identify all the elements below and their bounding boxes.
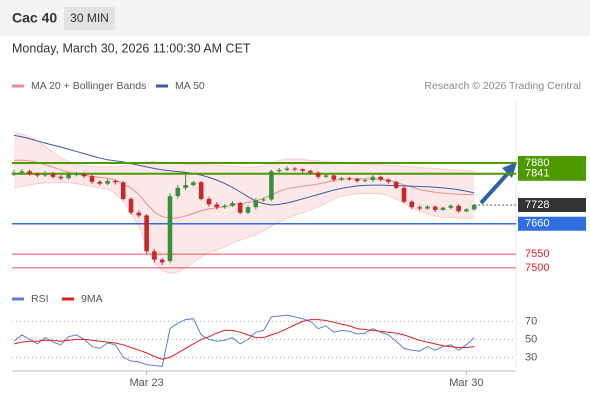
- candle-body: [448, 205, 454, 208]
- candle-body: [471, 204, 477, 210]
- candle-body: [261, 199, 266, 201]
- candle-body: [50, 173, 56, 177]
- candle-body: [370, 176, 376, 181]
- candle-body: [74, 174, 79, 176]
- candle-body: [354, 179, 360, 181]
- candle-body: [214, 204, 220, 208]
- candle-body: [152, 251, 157, 260]
- subtitle: Monday, March 30, 2026 11:00:30 AM CET: [12, 41, 251, 55]
- candle-body: [300, 169, 305, 171]
- candle-body: [292, 168, 298, 170]
- forecast-arrow: [479, 168, 513, 205]
- candle-body: [128, 198, 134, 213]
- candle-body: [120, 182, 126, 199]
- candle-body: [440, 207, 446, 210]
- candle-body: [105, 180, 110, 184]
- interval-box[interactable]: [64, 7, 115, 30]
- bollinger-upper: [13, 132, 475, 172]
- candle-body: [456, 205, 461, 212]
- candle-body: [464, 209, 469, 212]
- candle-body: [378, 176, 383, 180]
- resistance-label: 7880: [525, 157, 549, 169]
- candle-body: [393, 181, 399, 188]
- candle-body: [237, 203, 243, 213]
- candle-body: [81, 174, 87, 177]
- candle-body: [198, 182, 204, 199]
- candle-body: [386, 179, 391, 182]
- resistance-box: [518, 156, 586, 181]
- interval[interactable]: 30 MIN: [70, 11, 109, 25]
- candle-body: [175, 187, 181, 197]
- candle-body: [401, 187, 407, 202]
- candle-body: [206, 198, 212, 205]
- candle-body: [315, 172, 321, 177]
- candle-body: [362, 180, 368, 182]
- legend-label: MA 20 + Bollinger Bands: [31, 80, 146, 92]
- support-label: 7660: [525, 218, 549, 230]
- candle-body: [269, 171, 274, 200]
- candle-body: [276, 169, 282, 172]
- candle-body: [253, 200, 259, 208]
- candle-body: [284, 168, 290, 170]
- legend-label: 9MA: [81, 293, 103, 305]
- candle-body: [159, 259, 165, 263]
- last-box: [518, 197, 586, 212]
- x-tick-label: Mar 23: [129, 377, 163, 389]
- stop-label: 7550: [525, 248, 549, 260]
- candle-body: [245, 207, 251, 213]
- candle-body: [113, 180, 118, 183]
- candle-body: [167, 196, 173, 261]
- rsi-line: [13, 314, 475, 367]
- candle-body: [11, 172, 17, 175]
- candle-body: [89, 176, 95, 182]
- resistance-label: 7841: [525, 168, 549, 180]
- candle-body: [432, 206, 438, 210]
- stop-label: 7500: [525, 262, 549, 274]
- candle-body: [42, 173, 48, 176]
- candle-body: [339, 178, 344, 180]
- x-tick-label: Mar 30: [449, 377, 483, 389]
- rsi-tick-label: 70: [525, 315, 537, 327]
- candle-body: [183, 185, 188, 188]
- support-box: [518, 216, 586, 231]
- legend-label: RSI: [31, 293, 49, 305]
- chart-title: Cac 40: [12, 10, 57, 26]
- candle-body: [19, 171, 25, 173]
- candle-body: [230, 203, 235, 206]
- candle-body: [323, 175, 329, 177]
- rsi-tick-label: 30: [525, 351, 537, 363]
- candle-body: [222, 205, 227, 208]
- candle-body: [417, 207, 422, 209]
- candle-body: [35, 174, 40, 176]
- candle-body: [331, 175, 337, 180]
- candle-body: [97, 181, 103, 184]
- bollinger-lower: [13, 181, 475, 274]
- rsi-tick-label: 50: [525, 333, 537, 345]
- candle-body: [347, 178, 352, 180]
- source: Research © 2026 Trading Central: [424, 80, 581, 92]
- candle-body: [27, 171, 32, 175]
- candle-body: [144, 215, 149, 252]
- candle-body: [409, 201, 415, 208]
- candle-body: [308, 170, 313, 173]
- legend-label: MA 50: [175, 80, 205, 92]
- rsi-line: [13, 319, 475, 360]
- candle-body: [136, 212, 142, 216]
- last-label: 7728: [525, 199, 549, 211]
- candle-body: [191, 182, 196, 186]
- candle-body: [58, 176, 64, 179]
- candle-body: [66, 174, 71, 179]
- candle-body: [425, 206, 430, 209]
